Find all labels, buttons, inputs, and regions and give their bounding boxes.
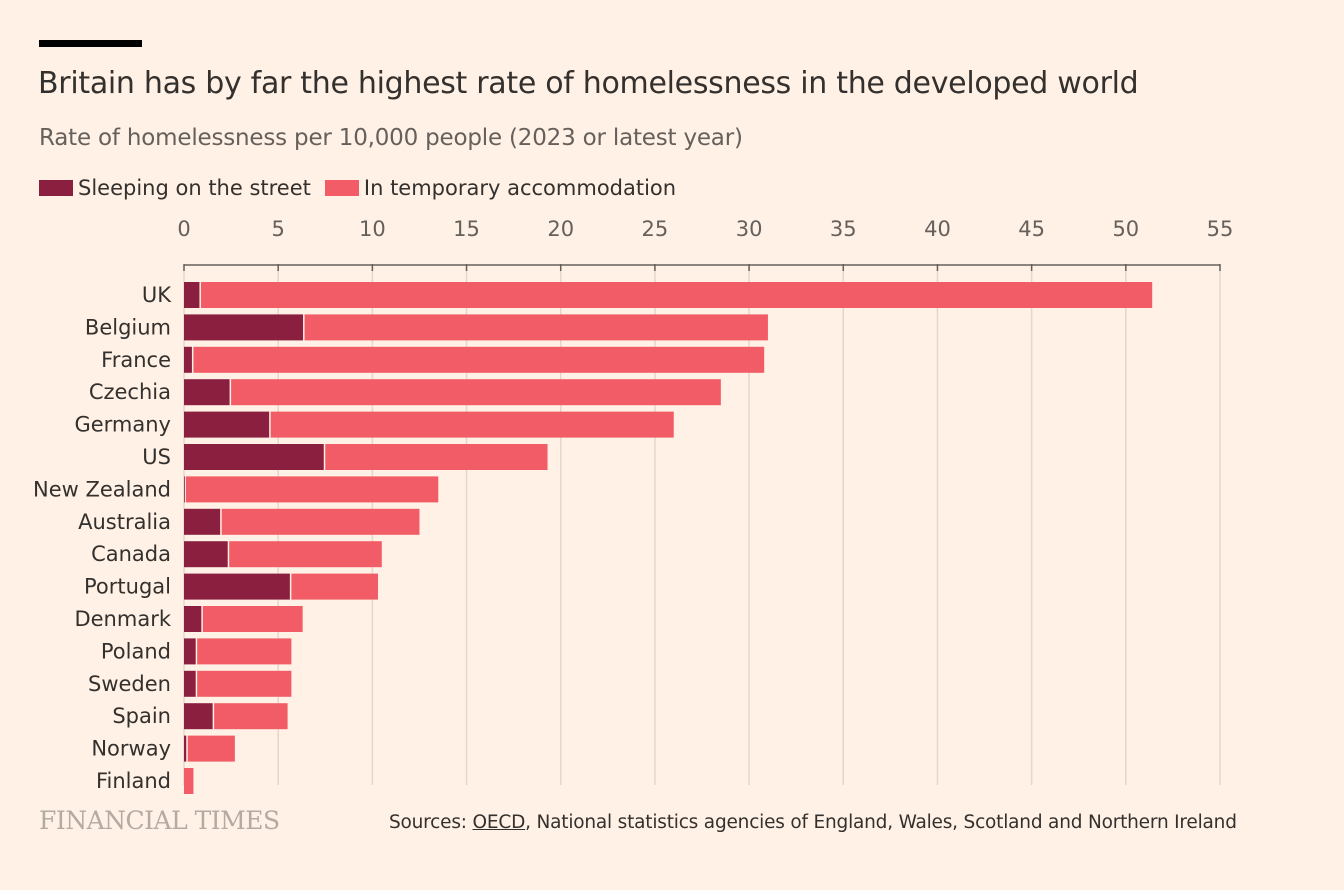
category-label: Germany (74, 413, 171, 437)
sources-note: Sources: OECD, National statistics agenc… (389, 812, 1237, 833)
category-label: Canada (91, 542, 171, 566)
bar-temporary (291, 573, 379, 600)
bar-temporary (187, 735, 235, 762)
category-label: Poland (101, 639, 171, 663)
x-tick-label: 40 (924, 217, 951, 241)
category-label: Belgium (85, 315, 171, 339)
x-tick-label: 5 (271, 217, 284, 241)
category-label: Czechia (89, 380, 171, 404)
bar-street (184, 606, 202, 632)
bar-temporary (193, 346, 765, 373)
legend-label-temporary: In temporary accommodation (363, 176, 677, 200)
bar-temporary (184, 768, 194, 794)
chart-subtitle: Rate of homelessness per 10,000 people (… (39, 125, 743, 151)
bar-street (184, 282, 200, 308)
category-label: Portugal (84, 575, 171, 599)
bar-temporary (270, 411, 674, 438)
x-tick-label: 30 (736, 217, 763, 241)
bar-temporary (197, 638, 292, 665)
bar-street (184, 541, 228, 568)
category-label: France (101, 348, 171, 372)
category-label: UK (142, 283, 172, 307)
legend-item-temporary: In temporary accommodation (324, 176, 677, 200)
category-label: Sweden (88, 672, 171, 696)
bar-temporary (197, 670, 292, 697)
bar-street (184, 508, 221, 535)
x-tick-label: 20 (547, 217, 574, 241)
bar-street (184, 411, 270, 438)
sources-prefix: Sources: (389, 812, 473, 833)
bar-street (184, 735, 187, 762)
header-rule (39, 40, 142, 47)
bar-street (184, 670, 196, 697)
bar-street (184, 346, 192, 373)
x-tick-label: 55 (1207, 217, 1234, 241)
bar-street (184, 573, 290, 600)
x-tick-label: 15 (453, 217, 480, 241)
legend-label-street: Sleeping on the street (78, 176, 311, 200)
bar-street (184, 476, 185, 503)
bar-temporary (202, 606, 303, 632)
x-tick-label: 10 (359, 217, 386, 241)
bar-chart: 0 5 10 15 20 25 30 35 40 45 50 55 UK Belgium France Cze… (33, 217, 1234, 794)
bar-street (184, 314, 304, 341)
x-tick-label: 25 (642, 217, 669, 241)
sources-rest: , National statistics agencies of Englan… (525, 812, 1237, 833)
bar-temporary (221, 508, 420, 535)
bar-temporary (325, 444, 548, 470)
bar-temporary (214, 703, 288, 730)
ft-logo: FINANCIAL TIMES (39, 806, 280, 835)
category-label: US (142, 445, 171, 469)
legend-swatch-temporary (324, 180, 359, 196)
bar-temporary (304, 314, 768, 341)
legend-item-street: Sleeping on the street (39, 176, 311, 200)
category-label: New Zealand (33, 477, 171, 501)
bar-temporary (200, 282, 1153, 308)
bar-street (184, 444, 324, 470)
x-tick-label: 50 (1112, 217, 1139, 241)
category-label: Australia (78, 510, 171, 534)
bar-street (184, 379, 230, 406)
category-label: Norway (91, 737, 171, 761)
category-label: Denmark (74, 607, 171, 631)
chart-title: Britain has by far the highest rate of h… (38, 66, 1139, 101)
bar-temporary (231, 379, 721, 406)
oecd-link[interactable]: OECD (472, 812, 526, 833)
x-tick-label: 45 (1018, 217, 1045, 241)
category-label: Finland (96, 769, 171, 793)
bar-temporary (229, 541, 382, 568)
legend: Sleeping on the street In temporary acco… (39, 176, 690, 200)
x-tick-label: 35 (830, 217, 857, 241)
x-tick-label: 0 (177, 217, 190, 241)
bar-temporary (185, 476, 439, 503)
bar-street (184, 638, 196, 665)
legend-swatch-street (39, 180, 73, 196)
category-label: Spain (112, 704, 171, 728)
bar-street (184, 703, 213, 730)
